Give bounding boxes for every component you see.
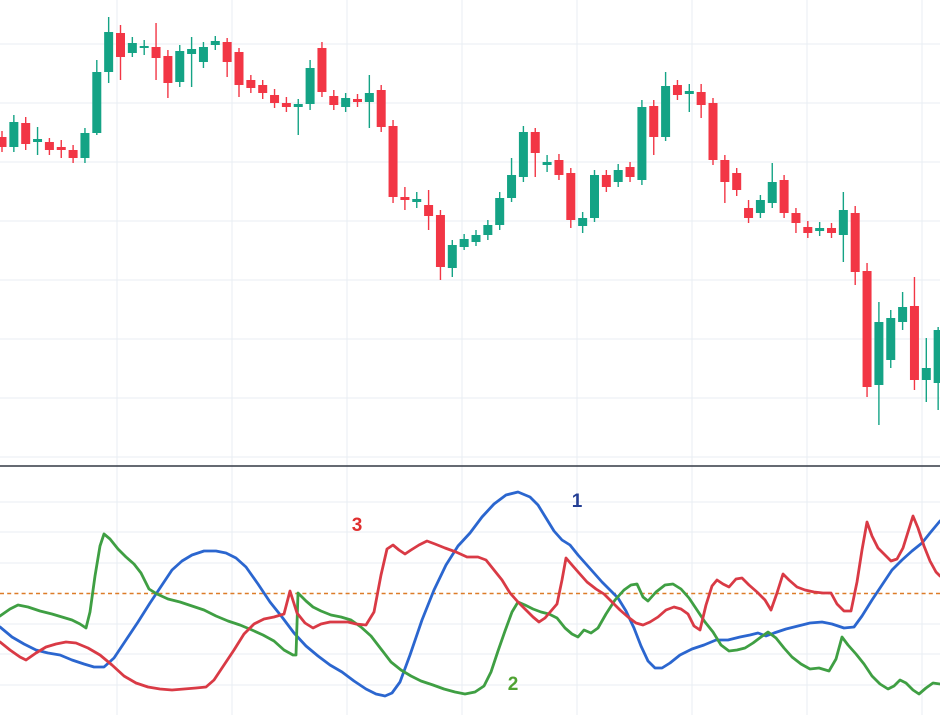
candle-body bbox=[696, 92, 706, 105]
candle-body bbox=[187, 49, 197, 54]
candle-body bbox=[376, 90, 386, 127]
candle-body bbox=[92, 72, 102, 133]
candle-body bbox=[56, 147, 66, 150]
candle-body bbox=[838, 210, 848, 235]
candle-body bbox=[270, 95, 280, 103]
candle-body bbox=[341, 98, 351, 107]
indicator-line-2 bbox=[0, 532, 940, 696]
candle-body bbox=[874, 322, 884, 385]
candle-body bbox=[258, 85, 268, 93]
candle-body bbox=[471, 235, 481, 242]
candle-body bbox=[827, 228, 836, 233]
indicator-label-3: 3 bbox=[352, 515, 363, 536]
indicator-line-1 bbox=[0, 490, 940, 698]
candle-body bbox=[210, 41, 220, 45]
candle-body bbox=[684, 91, 694, 94]
candle-body bbox=[530, 132, 540, 153]
candle-body bbox=[791, 213, 801, 223]
candle-body bbox=[198, 47, 208, 62]
candle-body bbox=[732, 173, 742, 190]
candle-body bbox=[459, 239, 469, 247]
indicator-label-1: 1 bbox=[572, 491, 583, 512]
candle-body bbox=[483, 225, 493, 235]
candle-body bbox=[234, 52, 244, 85]
candle-body bbox=[566, 173, 576, 220]
candle-body bbox=[281, 103, 291, 107]
candle-body bbox=[779, 180, 789, 213]
candle-body bbox=[554, 160, 564, 175]
candle-body bbox=[44, 142, 54, 150]
candle-body bbox=[862, 271, 872, 387]
candle-body bbox=[933, 330, 940, 383]
candle-body bbox=[649, 106, 659, 137]
indicator-line-3 bbox=[0, 514, 940, 692]
candle-body bbox=[163, 56, 173, 83]
candle-body bbox=[151, 47, 161, 58]
candle-body bbox=[447, 245, 457, 268]
candle-body bbox=[613, 170, 623, 182]
candle-body bbox=[578, 218, 588, 226]
candle-body bbox=[400, 197, 410, 200]
candle-body bbox=[175, 51, 185, 82]
candle-body bbox=[246, 80, 256, 88]
candle-body bbox=[139, 46, 149, 48]
candle-body bbox=[127, 43, 137, 53]
candle-body bbox=[744, 208, 754, 218]
candle-body bbox=[625, 167, 635, 177]
candle-body bbox=[33, 139, 43, 142]
candle-body bbox=[672, 85, 682, 95]
candle-body bbox=[767, 182, 777, 203]
candle-body bbox=[104, 32, 114, 72]
candle-body bbox=[661, 86, 671, 137]
candle-body bbox=[803, 227, 813, 233]
candle-body bbox=[815, 228, 825, 231]
candle-body bbox=[495, 198, 505, 225]
candle-body bbox=[507, 175, 517, 198]
candle-body bbox=[898, 307, 908, 322]
candle-body bbox=[21, 123, 31, 144]
candle-body bbox=[317, 48, 327, 92]
candle-body bbox=[590, 175, 599, 218]
candle-body bbox=[68, 150, 78, 158]
price-pane[interactable] bbox=[0, 0, 940, 466]
candle-body bbox=[412, 199, 422, 202]
candle-body bbox=[222, 42, 232, 62]
candle-body bbox=[921, 368, 931, 380]
candle-body bbox=[708, 103, 718, 160]
candle-body bbox=[353, 99, 362, 102]
candle-body bbox=[755, 200, 765, 213]
candle-body bbox=[9, 122, 19, 147]
indicator-label-2: 2 bbox=[508, 674, 519, 695]
candle-body bbox=[388, 126, 398, 197]
candle-body bbox=[601, 175, 611, 187]
candle-body bbox=[850, 213, 860, 272]
candle-body bbox=[518, 132, 528, 177]
candle-body bbox=[364, 93, 374, 102]
candle-body bbox=[424, 205, 434, 216]
candle-body bbox=[637, 107, 647, 180]
indicator-pane[interactable] bbox=[0, 467, 940, 715]
candle-body bbox=[305, 68, 315, 104]
candle-body bbox=[720, 160, 730, 182]
candle-body bbox=[80, 133, 90, 158]
candle-body bbox=[329, 96, 339, 105]
candle-body bbox=[0, 137, 7, 147]
candle-body bbox=[116, 33, 125, 57]
candle-body bbox=[886, 318, 896, 360]
candle-body bbox=[909, 306, 919, 380]
candle-body bbox=[542, 162, 552, 165]
candle-body bbox=[293, 104, 303, 107]
candle-body bbox=[435, 215, 445, 267]
